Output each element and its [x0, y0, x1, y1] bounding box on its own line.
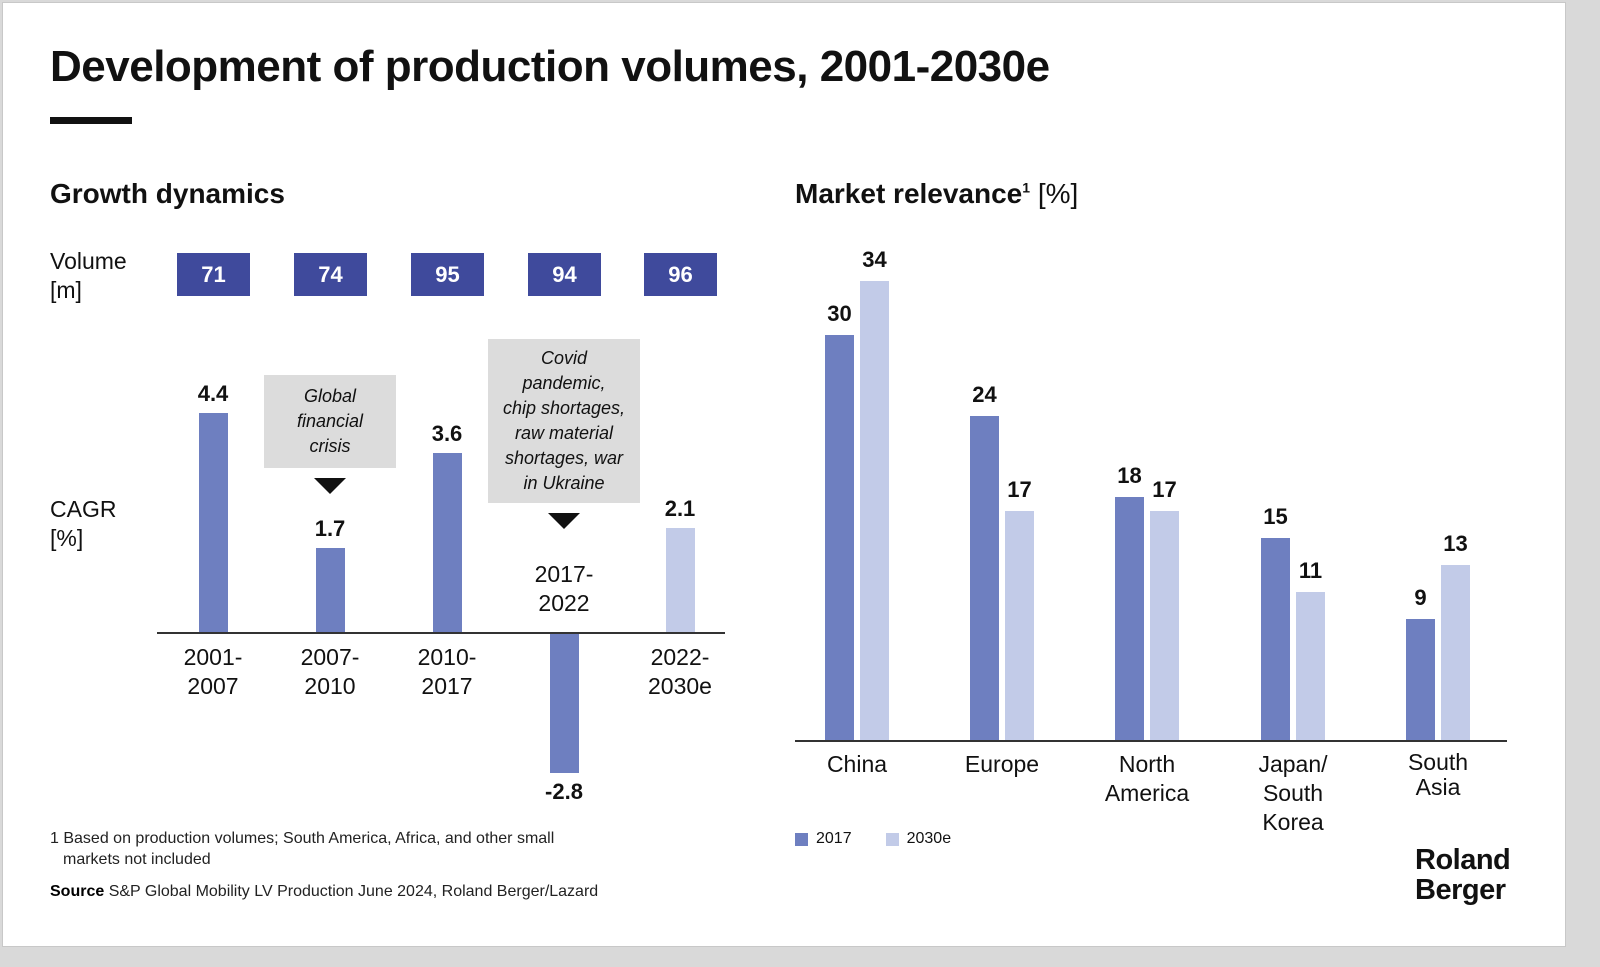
market-bar-2017 [970, 416, 999, 741]
roland-berger-logo: Roland Berger [1415, 844, 1511, 906]
volume-label: Volume [m] [50, 247, 127, 305]
market-bar-2030e [1296, 592, 1325, 741]
category-label: South Asia [1407, 749, 1469, 800]
category-label: North America [1104, 751, 1190, 806]
source: Source S&P Global Mobility LV Production… [50, 883, 598, 901]
market-unit: [%] [1037, 178, 1079, 209]
source-text: S&P Global Mobility LV Production June 2… [108, 883, 599, 900]
cagr-label-unit: [%] [50, 525, 84, 551]
market-value-label: 24 [972, 382, 997, 408]
market-bar-2030e [1441, 565, 1470, 741]
category-label: 2010- 2017 [417, 644, 477, 699]
market-axis [795, 740, 1507, 742]
growth-axis [157, 632, 725, 634]
cagr-label-line: CAGR [50, 496, 117, 522]
market-value-label: 17 [1152, 476, 1177, 502]
category-label: China [826, 751, 888, 777]
annotation-box: Global financial crisis [264, 375, 396, 468]
legend-swatch-2030e [885, 832, 899, 846]
market-value-label: 34 [862, 246, 887, 272]
market-bar-2017 [1406, 619, 1435, 741]
category-label: 2001- 2007 [183, 644, 243, 699]
category-label: 2017- 2022 [534, 561, 594, 616]
legend-swatch-2017 [795, 832, 808, 846]
cagr-bar [315, 548, 345, 633]
cagr-label: CAGR [%] [50, 495, 116, 553]
volume-box: 95 [411, 253, 484, 296]
category-label: 2022- 2030e [648, 644, 712, 699]
footnote-line: Based on production volumes; South Ameri… [63, 830, 555, 847]
legend-label-2017: 2017 [816, 830, 852, 847]
market-title: Market relevance1 [%] [795, 178, 1078, 210]
cagr-value-label: 2.1 [664, 496, 696, 521]
cagr-bar [198, 413, 228, 633]
category-label: Japan/ South Korea [1258, 751, 1328, 835]
footnote-ref: 1 [1022, 179, 1031, 196]
growth-title: Growth dynamics [50, 178, 285, 209]
market-value-label: 13 [1443, 531, 1468, 557]
annotation-box: Covid pandemic, chip shortages, raw mate… [488, 339, 640, 503]
legend: 2017 2030e [795, 830, 951, 848]
cagr-value-label: 3.6 [431, 421, 463, 446]
market-value-label: 17 [1007, 476, 1032, 502]
volume-label-line: Volume [50, 248, 127, 274]
market-bar-2017 [1115, 497, 1144, 741]
footnote-line: markets not included [63, 851, 211, 868]
volume-box: 71 [177, 253, 250, 296]
page-title: Development of production volumes, 2001-… [50, 42, 1050, 91]
cagr-value-label: 1.7 [314, 516, 346, 541]
market-value-label: 15 [1263, 504, 1288, 530]
volume-box: 74 [294, 253, 367, 296]
logo-line: Berger [1415, 874, 1506, 906]
annotation-arrow-icon [314, 478, 346, 494]
market-bar-2030e [1150, 510, 1179, 741]
market-bar-2017 [825, 335, 854, 741]
market-value-label: 9 [1414, 585, 1427, 611]
cagr-bar [549, 633, 579, 773]
cagr-value-label: -2.8 [545, 779, 583, 804]
cagr-bar [432, 453, 462, 633]
market-value-label: 30 [827, 301, 852, 327]
volume-box: 96 [644, 253, 717, 296]
market-bar-2017 [1261, 538, 1290, 741]
volume-label-unit: [m] [50, 277, 82, 303]
footnote-marker: 1 [50, 830, 59, 847]
market-bar-2030e [860, 280, 889, 741]
annotation-arrow-icon [548, 513, 580, 529]
category-label: Europe [964, 751, 1040, 777]
market-value-label: 18 [1117, 463, 1142, 489]
market-title-text: Market relevance [795, 178, 1023, 209]
legend-label-2030e: 2030e [906, 830, 952, 847]
market-bar-2030e [1005, 510, 1034, 741]
logo-line: Roland [1415, 844, 1511, 876]
source-label: Source [50, 883, 105, 900]
volume-box: 94 [528, 253, 601, 296]
market-value-label: 11 [1298, 558, 1323, 584]
footnote: 1 Based on production volumes; South Ame… [50, 828, 554, 870]
category-label: 2007- 2010 [300, 644, 360, 699]
title-underline [50, 117, 132, 124]
cagr-bar [665, 528, 695, 633]
cagr-value-label: 4.4 [197, 381, 229, 406]
slide [2, 2, 1566, 947]
